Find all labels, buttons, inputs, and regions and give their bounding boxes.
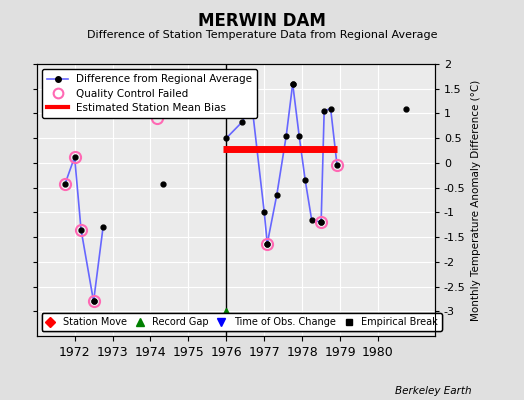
Text: Berkeley Earth: Berkeley Earth [395, 386, 472, 396]
Y-axis label: Monthly Temperature Anomaly Difference (°C): Monthly Temperature Anomaly Difference (… [471, 79, 481, 321]
Legend: Station Move, Record Gap, Time of Obs. Change, Empirical Break: Station Move, Record Gap, Time of Obs. C… [41, 313, 442, 331]
Text: Difference of Station Temperature Data from Regional Average: Difference of Station Temperature Data f… [87, 30, 437, 40]
Text: MERWIN DAM: MERWIN DAM [198, 12, 326, 30]
